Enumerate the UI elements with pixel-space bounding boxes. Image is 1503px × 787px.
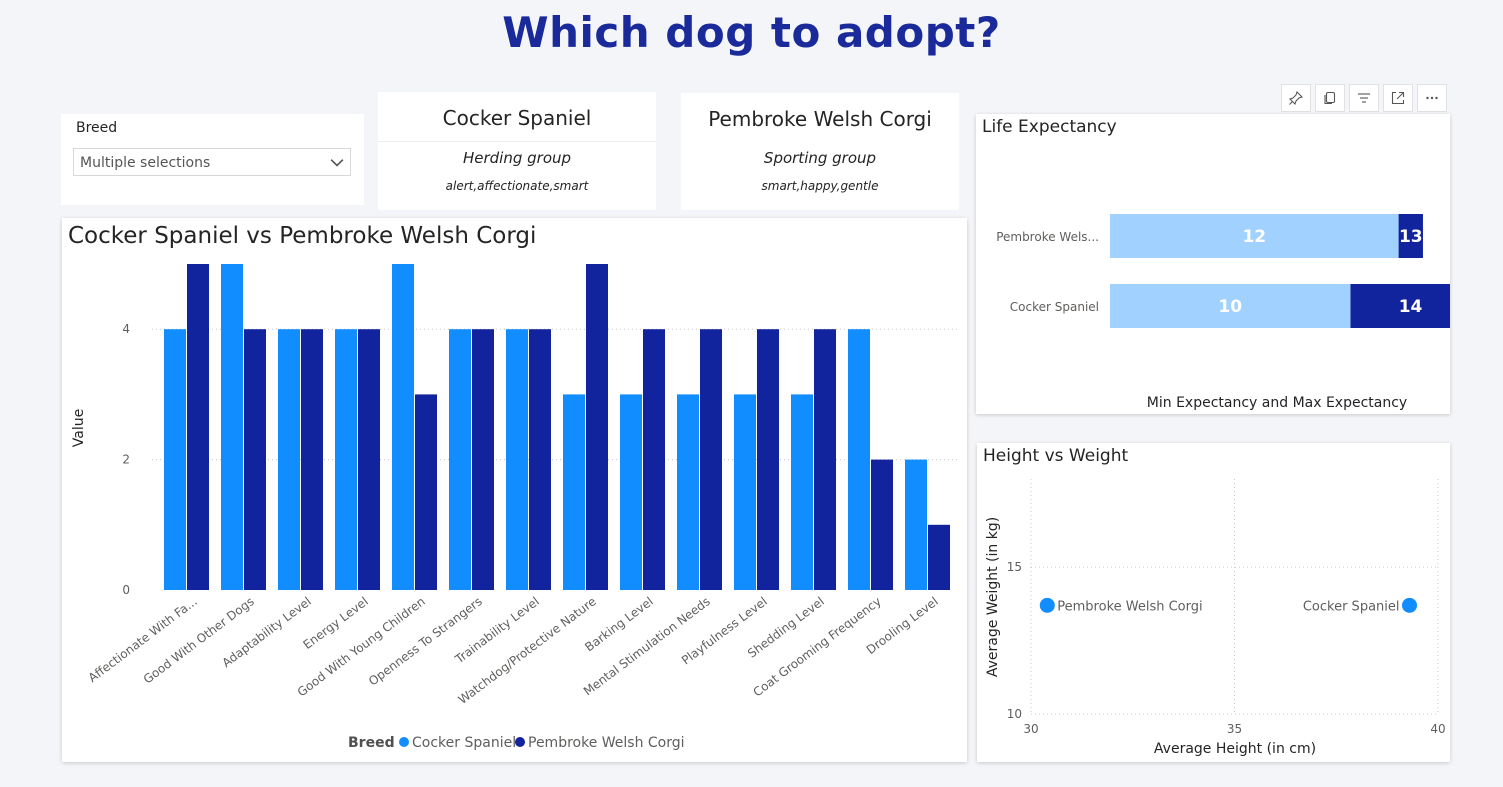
min-expectancy-bar	[1110, 214, 1399, 258]
scatter-point	[1039, 597, 1055, 613]
bar-cocker-spaniel	[563, 394, 585, 590]
scatter-point	[1402, 597, 1418, 613]
breed-dropdown[interactable]: Multiple selections	[73, 148, 351, 176]
visual-toolbar	[1281, 84, 1447, 114]
breed-card-group: Herding group	[462, 149, 572, 167]
copy-icon	[1324, 91, 1336, 105]
y-axis-label: Average Weight (in kg)	[985, 517, 1001, 677]
divider	[378, 141, 656, 142]
data-label: 14	[1399, 297, 1423, 317]
focus-mode-icon	[1391, 91, 1405, 105]
chart-title: Life Expectancy	[982, 117, 1117, 137]
legend-item: Cocker Spaniel	[412, 735, 516, 751]
bar-pembroke-welsh-corgi	[244, 329, 266, 590]
pin-button[interactable]	[1281, 84, 1311, 112]
bar-pembroke-welsh-corgi	[358, 329, 380, 590]
height-weight-card: Height vs Weight Average Weight (in kg) …	[977, 443, 1450, 762]
breed-card-traits: alert,affectionate,smart	[445, 179, 589, 193]
chevron-down-icon	[330, 159, 344, 167]
bar-pembroke-welsh-corgi	[757, 329, 779, 590]
comparison-bar-chart: Cocker Spaniel vs Pembroke Welsh Corgi V…	[68, 223, 957, 751]
y-axis-label: Value	[71, 409, 87, 447]
bar-pembroke-welsh-corgi	[586, 264, 608, 590]
bar-cocker-spaniel	[221, 264, 243, 590]
bar-cocker-spaniel	[335, 329, 357, 590]
x-axis-label: Min Expectancy and Max Expectancy	[1147, 395, 1407, 411]
comparison-chart-card: Cocker Spaniel vs Pembroke Welsh Corgi V…	[62, 218, 967, 762]
legend-marker	[515, 737, 525, 747]
y-tick-label: Cocker Spaniel	[1010, 300, 1099, 314]
bar-pembroke-welsh-corgi	[814, 329, 836, 590]
bar-cocker-spaniel	[278, 329, 300, 590]
bar-cocker-spaniel	[848, 329, 870, 590]
point-label: Pembroke Welsh Corgi	[1057, 599, 1202, 614]
bar-pembroke-welsh-corgi	[301, 329, 323, 590]
y-tick-label: 4	[122, 322, 130, 336]
bar-pembroke-welsh-corgi	[472, 329, 494, 590]
y-tick-label: 10	[1007, 707, 1022, 721]
more-options-icon	[1426, 96, 1438, 100]
chart-title: Cocker Spaniel vs Pembroke Welsh Corgi	[68, 223, 536, 249]
x-axis-label: Average Height (in cm)	[1154, 741, 1316, 757]
copy-button[interactable]	[1315, 84, 1345, 112]
bar-pembroke-welsh-corgi	[643, 329, 665, 590]
bar-cocker-spaniel	[677, 394, 699, 590]
x-tick-label: 35	[1227, 722, 1242, 736]
breed-card-corgi: Pembroke Welsh Corgi Sporting group smar…	[681, 93, 959, 210]
legend-title: Breed	[348, 735, 395, 751]
more-options-button[interactable]	[1417, 84, 1447, 112]
bar-cocker-spaniel	[164, 329, 186, 590]
x-tick-label: Openness To Strangers	[366, 594, 485, 688]
data-label: 10	[1218, 297, 1242, 317]
x-tick-label: 40	[1430, 722, 1445, 736]
height-weight-scatter: Height vs Weight Average Weight (in kg) …	[983, 446, 1446, 757]
pin-icon	[1288, 90, 1304, 106]
breed-card-group: Sporting group	[763, 149, 877, 167]
bar-pembroke-welsh-corgi	[871, 459, 893, 590]
point-label: Cocker Spaniel	[1303, 599, 1400, 614]
bar-pembroke-welsh-corgi	[529, 329, 551, 590]
breed-card-name: Cocker Spaniel	[442, 106, 592, 130]
bar-cocker-spaniel	[449, 329, 471, 590]
y-tick-label: 15	[1007, 560, 1022, 574]
bar-cocker-spaniel	[506, 329, 528, 590]
breed-card-cocker: Cocker Spaniel Herding group alert,affec…	[378, 92, 656, 210]
bar-cocker-spaniel	[791, 394, 813, 590]
bar-pembroke-welsh-corgi	[928, 524, 950, 590]
bar-pembroke-welsh-corgi	[187, 264, 209, 590]
breed-slicer: Breed Multiple selections	[61, 114, 364, 205]
breed-card-name: Pembroke Welsh Corgi	[708, 107, 932, 131]
bar-pembroke-welsh-corgi	[415, 394, 437, 590]
y-tick-label: 0	[122, 583, 130, 597]
filter-icon	[1358, 93, 1370, 103]
data-label: 12	[1242, 227, 1266, 247]
breed-card-traits: smart,happy,gentle	[761, 179, 879, 193]
legend-item: Pembroke Welsh Corgi	[528, 735, 685, 751]
dropdown-value: Multiple selections	[80, 155, 211, 171]
data-label: 13	[1399, 227, 1423, 247]
bar-cocker-spaniel	[905, 459, 927, 590]
life-expectancy-card: Life Expectancy Pembroke Wels... 12 13 Cock…	[976, 114, 1450, 414]
min-expectancy-bar	[1110, 284, 1351, 328]
focus-mode-button[interactable]	[1383, 84, 1413, 112]
page-title: Which dog to adopt?	[502, 8, 1001, 57]
y-tick-label: 2	[122, 453, 130, 467]
bar-cocker-spaniel	[620, 394, 642, 590]
y-tick-label: Pembroke Wels...	[996, 230, 1099, 244]
chart-title: Height vs Weight	[983, 446, 1128, 466]
bar-cocker-spaniel	[734, 394, 756, 590]
filter-button[interactable]	[1349, 84, 1379, 112]
x-tick-label: 30	[1023, 722, 1038, 736]
x-tick-label: Good With Other Dogs	[141, 594, 257, 686]
legend-marker	[399, 737, 409, 747]
slicer-label: Breed	[76, 120, 118, 136]
max-expectancy-bar	[1350, 284, 1450, 328]
bar-cocker-spaniel	[392, 264, 414, 590]
life-expectancy-chart: Life Expectancy Pembroke Wels... 12 13 Cock…	[982, 117, 1450, 411]
max-expectancy-bar	[1398, 214, 1423, 258]
bar-pembroke-welsh-corgi	[700, 329, 722, 590]
x-tick-label: Affectionate With Fa...	[86, 594, 200, 685]
